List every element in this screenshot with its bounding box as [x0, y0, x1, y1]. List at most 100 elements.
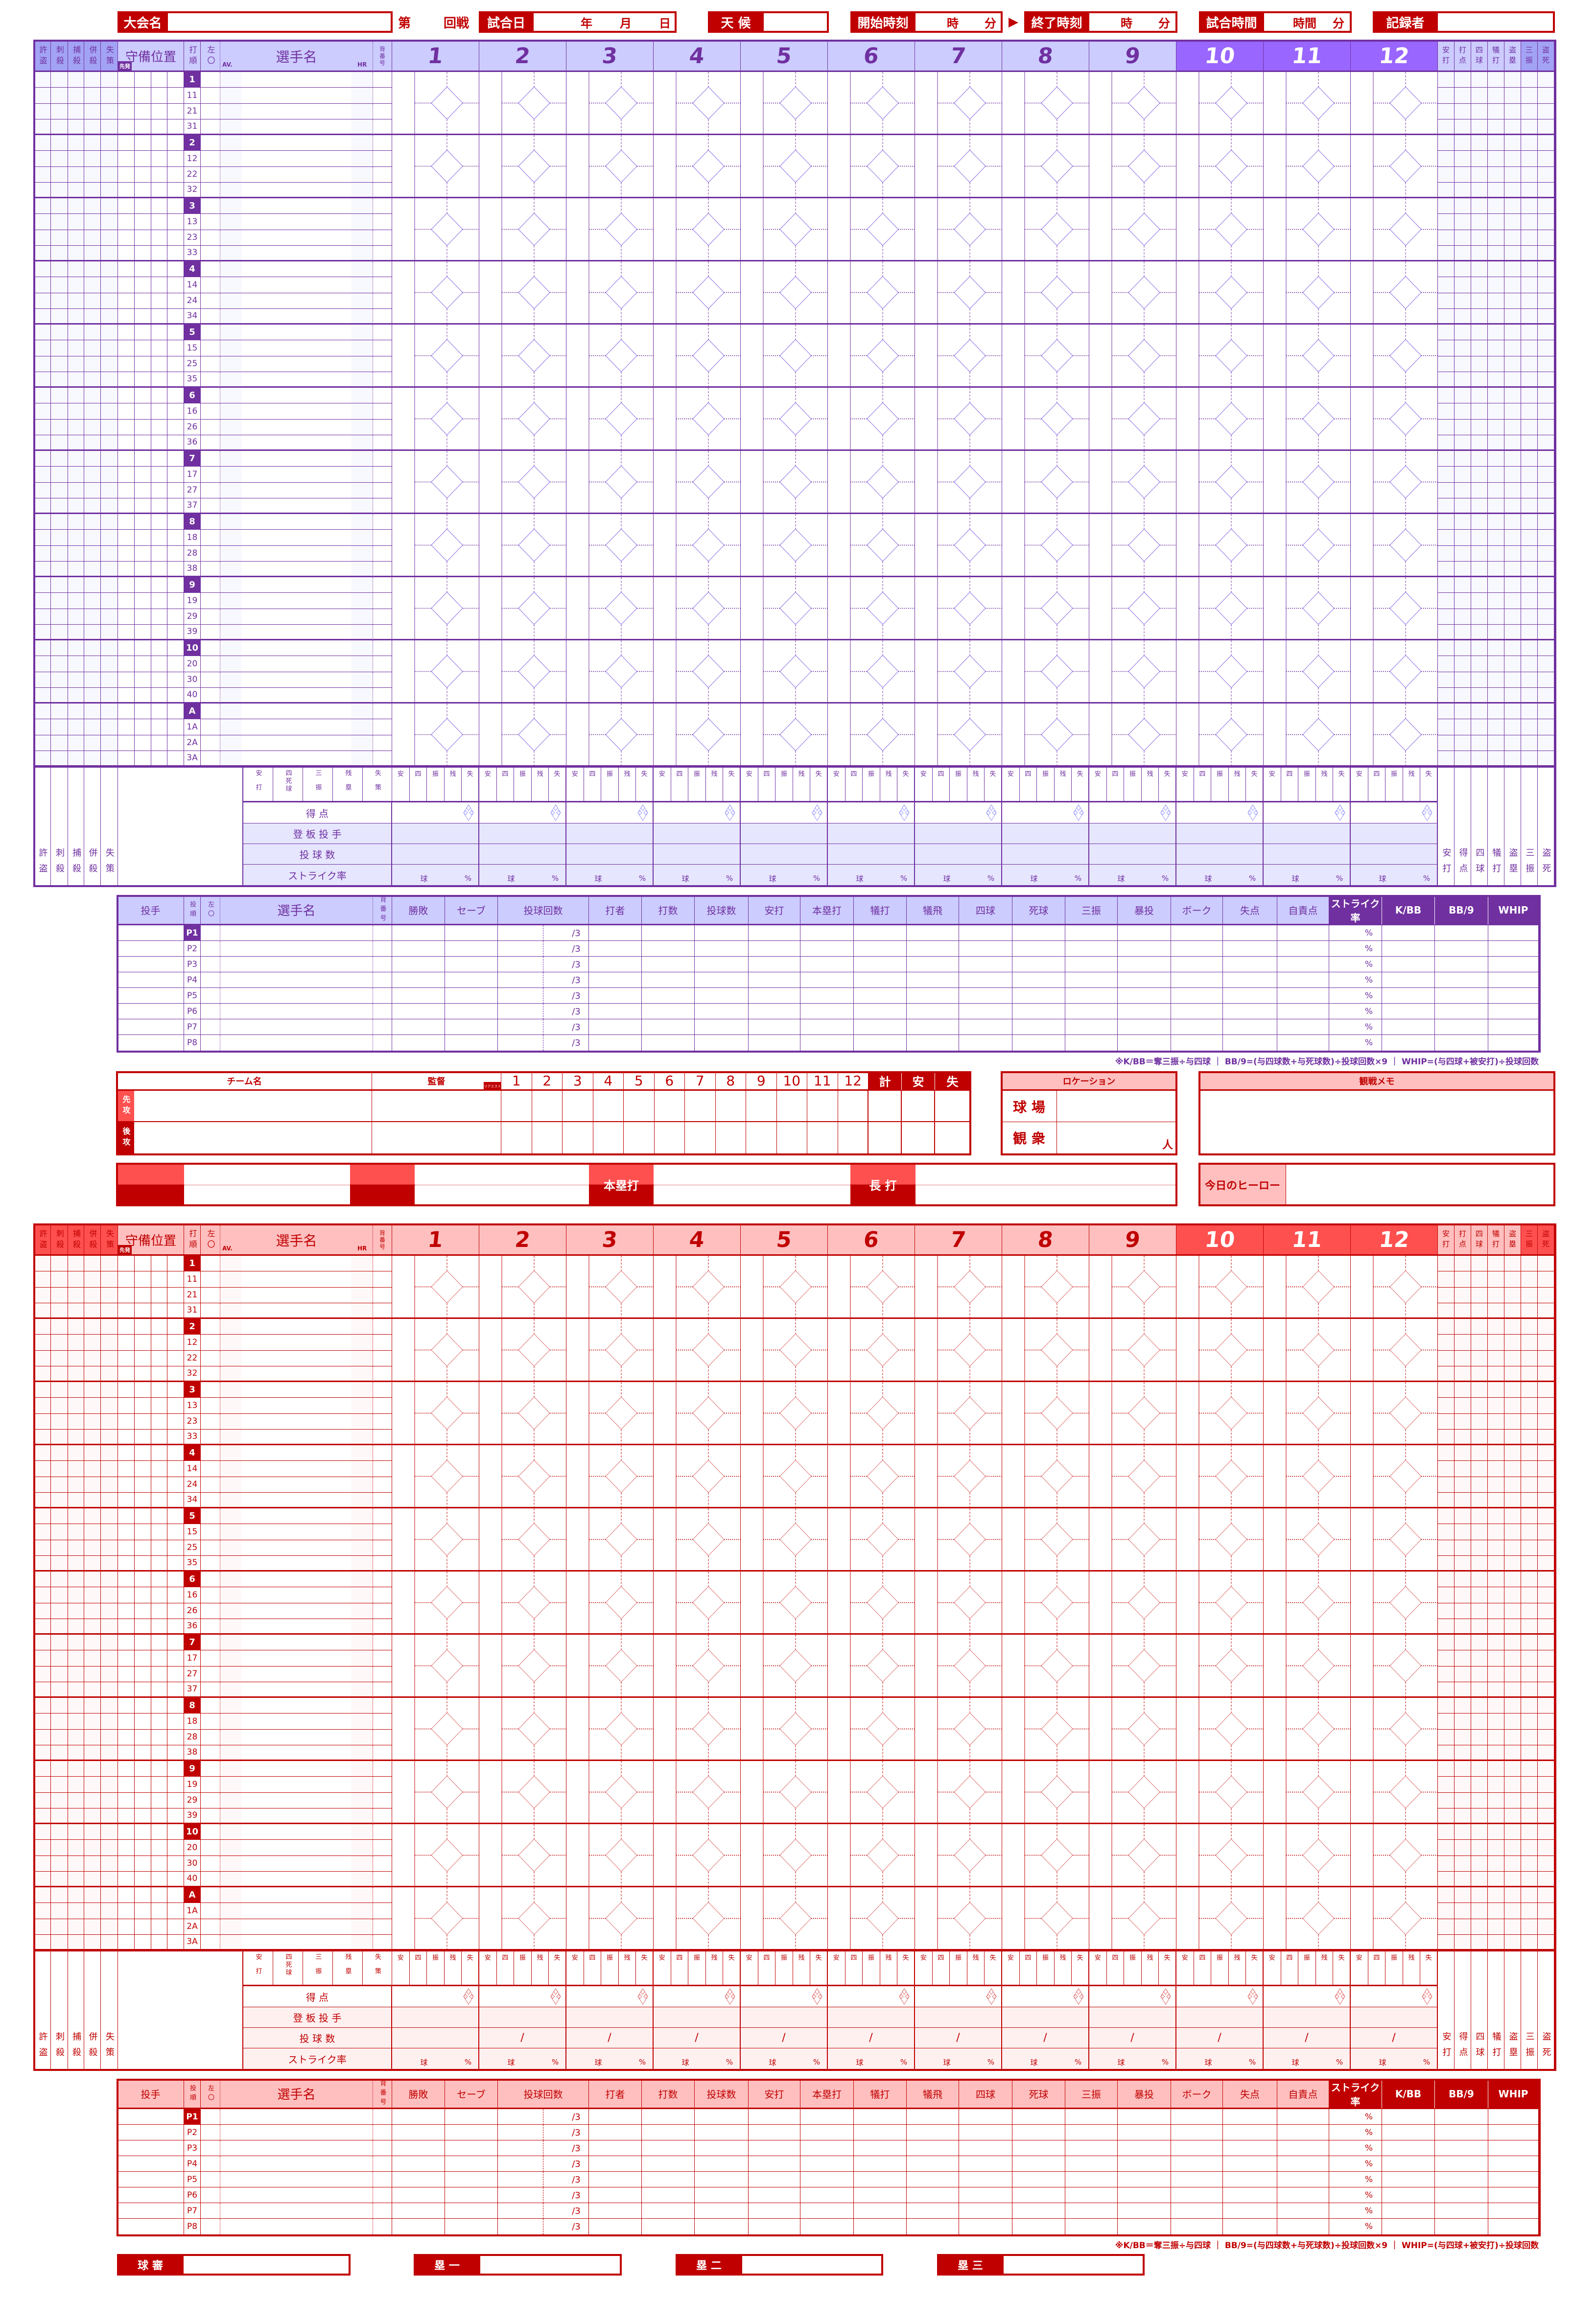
home-batting-stat-cell[interactable] — [1538, 1666, 1554, 1682]
visitor-batting-stat-cell[interactable] — [1521, 356, 1538, 372]
home-pitching-cell[interactable] — [445, 2109, 498, 2125]
home-at-bat-cell[interactable] — [392, 1887, 479, 1950]
home-position-cell[interactable] — [118, 1587, 135, 1603]
home-batting-stat-cell[interactable] — [1438, 1840, 1455, 1856]
visitor-pitching-cell[interactable] — [589, 1004, 642, 1019]
home-innings-pitched-cell[interactable]: /3 — [498, 2140, 589, 2156]
home-batting-stat-cell[interactable] — [1521, 1666, 1538, 1682]
home-at-bat-cell[interactable] — [741, 1635, 828, 1698]
home-pitcher-cell[interactable] — [828, 2007, 915, 2028]
visitor-handedness-cell[interactable] — [201, 530, 220, 546]
visitor-position-cell[interactable] — [167, 403, 184, 420]
home-handedness-cell[interactable] — [201, 1555, 220, 1572]
visitor-pitching-cell[interactable] — [907, 957, 959, 972]
visitor-inning-stat-cell[interactable]: 四 — [932, 767, 950, 802]
visitor-pitching-cell[interactable] — [1277, 1004, 1329, 1019]
visitor-fielding-stat-cell[interactable] — [34, 530, 51, 546]
visitor-at-bat-cell[interactable] — [1176, 514, 1264, 577]
visitor-batting-stat-cell[interactable] — [1504, 545, 1521, 562]
home-runs-cell[interactable] — [1176, 1986, 1264, 2007]
visitor-position-cell[interactable] — [167, 687, 184, 704]
home-player-name-cell[interactable] — [220, 1824, 373, 1840]
visitor-inning-stat-cell[interactable]: 残 — [793, 767, 811, 802]
home-inning-stat-cell[interactable]: 四 — [1019, 1950, 1037, 1986]
visitor-position-cell[interactable] — [118, 735, 135, 751]
home-fielding-stat-cell[interactable] — [34, 1287, 51, 1303]
home-position-cell[interactable] — [135, 1855, 151, 1872]
home-at-bat-cell[interactable] — [1351, 1698, 1438, 1761]
home-fielding-stat-cell[interactable] — [51, 1792, 68, 1808]
home-at-bat-cell[interactable] — [1176, 1572, 1264, 1635]
home-batting-stat-cell[interactable] — [1455, 1461, 1471, 1477]
visitor-pitching-cell[interactable] — [800, 1004, 854, 1019]
visitor-batting-stat-cell[interactable] — [1538, 672, 1554, 688]
visitor-fielding-stat-cell[interactable] — [68, 498, 84, 514]
home-at-bat-cell[interactable] — [654, 1445, 741, 1508]
visitor-pitching-cell[interactable] — [749, 957, 800, 972]
visitor-batting-stat-cell[interactable] — [1488, 530, 1504, 546]
visitor-strike-rate-cell[interactable]: % — [1329, 957, 1382, 972]
home-batting-stat-cell[interactable] — [1521, 1477, 1538, 1493]
visitor-batting-stat-cell[interactable] — [1504, 640, 1521, 657]
visitor-batting-stat-cell[interactable] — [1504, 482, 1521, 498]
visitor-batting-stat-cell[interactable] — [1488, 388, 1504, 404]
home-fielding-stat-cell[interactable] — [51, 1934, 68, 1950]
visitor-batting-stat-cell[interactable] — [1438, 498, 1455, 514]
home-player-name-cell[interactable] — [220, 1714, 373, 1730]
visitor-position-cell[interactable] — [167, 135, 184, 151]
home-fielding-stat-cell[interactable] — [84, 1635, 101, 1651]
home-fielding-stat-cell[interactable] — [68, 1524, 84, 1540]
home-position-cell[interactable] — [118, 1398, 135, 1414]
visitor-fielding-stat-cell[interactable] — [51, 308, 68, 325]
visitor-batting-stat-cell[interactable] — [1471, 577, 1488, 593]
home-batting-stat-cell[interactable] — [1438, 1887, 1455, 1903]
visitor-fielding-stat-cell[interactable] — [68, 88, 84, 104]
home-fielding-stat-cell[interactable] — [101, 1761, 118, 1777]
home-position-cell[interactable] — [167, 1603, 184, 1619]
visitor-at-bat-cell[interactable] — [479, 325, 566, 388]
visitor-handedness-cell[interactable] — [201, 151, 220, 167]
visitor-batting-stat-cell[interactable] — [1438, 704, 1455, 720]
visitor-position-cell[interactable] — [151, 72, 167, 88]
visitor-batting-stat-cell[interactable] — [1471, 624, 1488, 640]
visitor-position-cell[interactable] — [151, 672, 167, 688]
home-batting-stat-cell[interactable] — [1504, 1792, 1521, 1808]
visitor-pitcher-cell[interactable] — [392, 823, 479, 844]
home-batting-stat-cell[interactable] — [1455, 1524, 1471, 1540]
visitor-batting-stat-cell[interactable] — [1471, 435, 1488, 451]
visitor-batting-stat-cell[interactable] — [1438, 467, 1455, 483]
home-batting-stat-cell[interactable] — [1504, 1445, 1521, 1461]
home-fielding-stat-cell[interactable] — [34, 1271, 51, 1288]
home-batting-stat-cell[interactable] — [1504, 1256, 1521, 1272]
home-uniform-number-cell[interactable] — [373, 1572, 392, 1588]
home-inning-stat-cell[interactable]: 残 — [1054, 1950, 1072, 1986]
visitor-strike-rate-cell[interactable]: 球% — [654, 865, 741, 885]
visitor-pitching-cell[interactable] — [1118, 925, 1171, 941]
home-fielding-stat-cell[interactable] — [68, 1603, 84, 1619]
home-handedness-cell[interactable] — [201, 1808, 220, 1824]
visitor-batting-stat-cell[interactable] — [1455, 482, 1471, 498]
visitor-fielding-stat-cell[interactable] — [34, 609, 51, 625]
visitor-at-bat-cell[interactable] — [915, 640, 1002, 704]
visitor-position-cell[interactable] — [135, 261, 151, 278]
visitor-batting-stat-cell[interactable] — [1438, 103, 1455, 119]
home-inning-stat-cell[interactable]: 振 — [688, 1950, 706, 1986]
visitor-fielding-stat-cell[interactable] — [34, 277, 51, 293]
home-at-bat-cell[interactable] — [654, 1319, 741, 1382]
visitor-pitcher-cell[interactable] — [654, 823, 741, 844]
visitor-handedness-cell[interactable] — [201, 166, 220, 183]
home-batting-stat-cell[interactable] — [1521, 1524, 1538, 1540]
home-fielding-stat-cell[interactable] — [51, 1335, 68, 1351]
visitor-pitch-count-cell[interactable] — [566, 844, 654, 865]
visitor-position-cell[interactable] — [167, 388, 184, 404]
visitor-at-bat-cell[interactable] — [828, 135, 915, 198]
home-runs-cell[interactable] — [1089, 1986, 1176, 2007]
home-pitch-count-cell[interactable]: / — [1351, 2028, 1438, 2048]
home-fielding-stat-cell[interactable] — [51, 1635, 68, 1651]
home-batting-stat-cell[interactable] — [1488, 1761, 1504, 1777]
visitor-batting-stat-cell[interactable] — [1488, 340, 1504, 356]
visitor-fielding-stat-cell[interactable] — [68, 577, 84, 593]
visitor-fielding-stat-cell[interactable] — [101, 119, 118, 135]
visitor-pitch-count-cell[interactable] — [828, 844, 915, 865]
visitor-pitching-cell[interactable] — [117, 957, 184, 972]
